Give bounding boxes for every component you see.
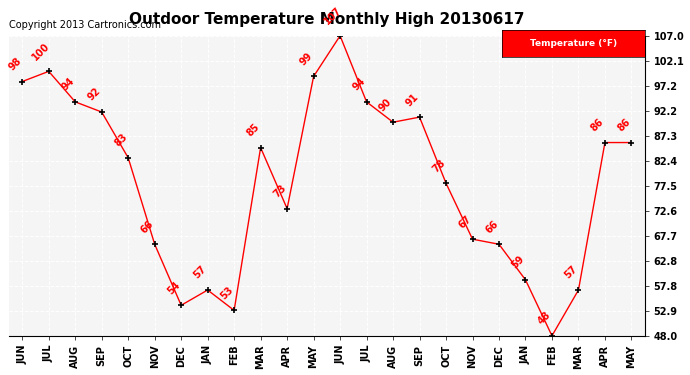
Title: Outdoor Temperature Monthly High 20130617: Outdoor Temperature Monthly High 2013061… bbox=[129, 12, 524, 27]
Text: 57: 57 bbox=[563, 264, 580, 281]
Text: 66: 66 bbox=[139, 219, 155, 235]
Text: 85: 85 bbox=[245, 122, 262, 138]
Text: 99: 99 bbox=[298, 51, 315, 67]
Text: 66: 66 bbox=[483, 219, 500, 235]
Text: 100: 100 bbox=[30, 41, 52, 62]
Text: 91: 91 bbox=[404, 92, 420, 108]
Text: 94: 94 bbox=[351, 76, 368, 93]
Text: 73: 73 bbox=[271, 183, 288, 200]
Text: 54: 54 bbox=[166, 279, 182, 296]
Text: 59: 59 bbox=[510, 254, 526, 271]
Text: Copyright 2013 Cartronics.com: Copyright 2013 Cartronics.com bbox=[9, 20, 161, 30]
Text: 98: 98 bbox=[6, 56, 23, 72]
Text: 86: 86 bbox=[589, 117, 606, 134]
Text: 94: 94 bbox=[59, 76, 76, 93]
Text: 107: 107 bbox=[322, 5, 344, 27]
Text: 83: 83 bbox=[112, 132, 129, 148]
Text: 78: 78 bbox=[431, 158, 447, 174]
Text: 90: 90 bbox=[377, 96, 394, 113]
Text: 53: 53 bbox=[219, 285, 235, 301]
Text: 48: 48 bbox=[536, 310, 553, 327]
Text: 86: 86 bbox=[615, 117, 632, 134]
Text: 67: 67 bbox=[457, 213, 473, 230]
Text: 57: 57 bbox=[192, 264, 208, 281]
Text: 92: 92 bbox=[86, 86, 103, 103]
